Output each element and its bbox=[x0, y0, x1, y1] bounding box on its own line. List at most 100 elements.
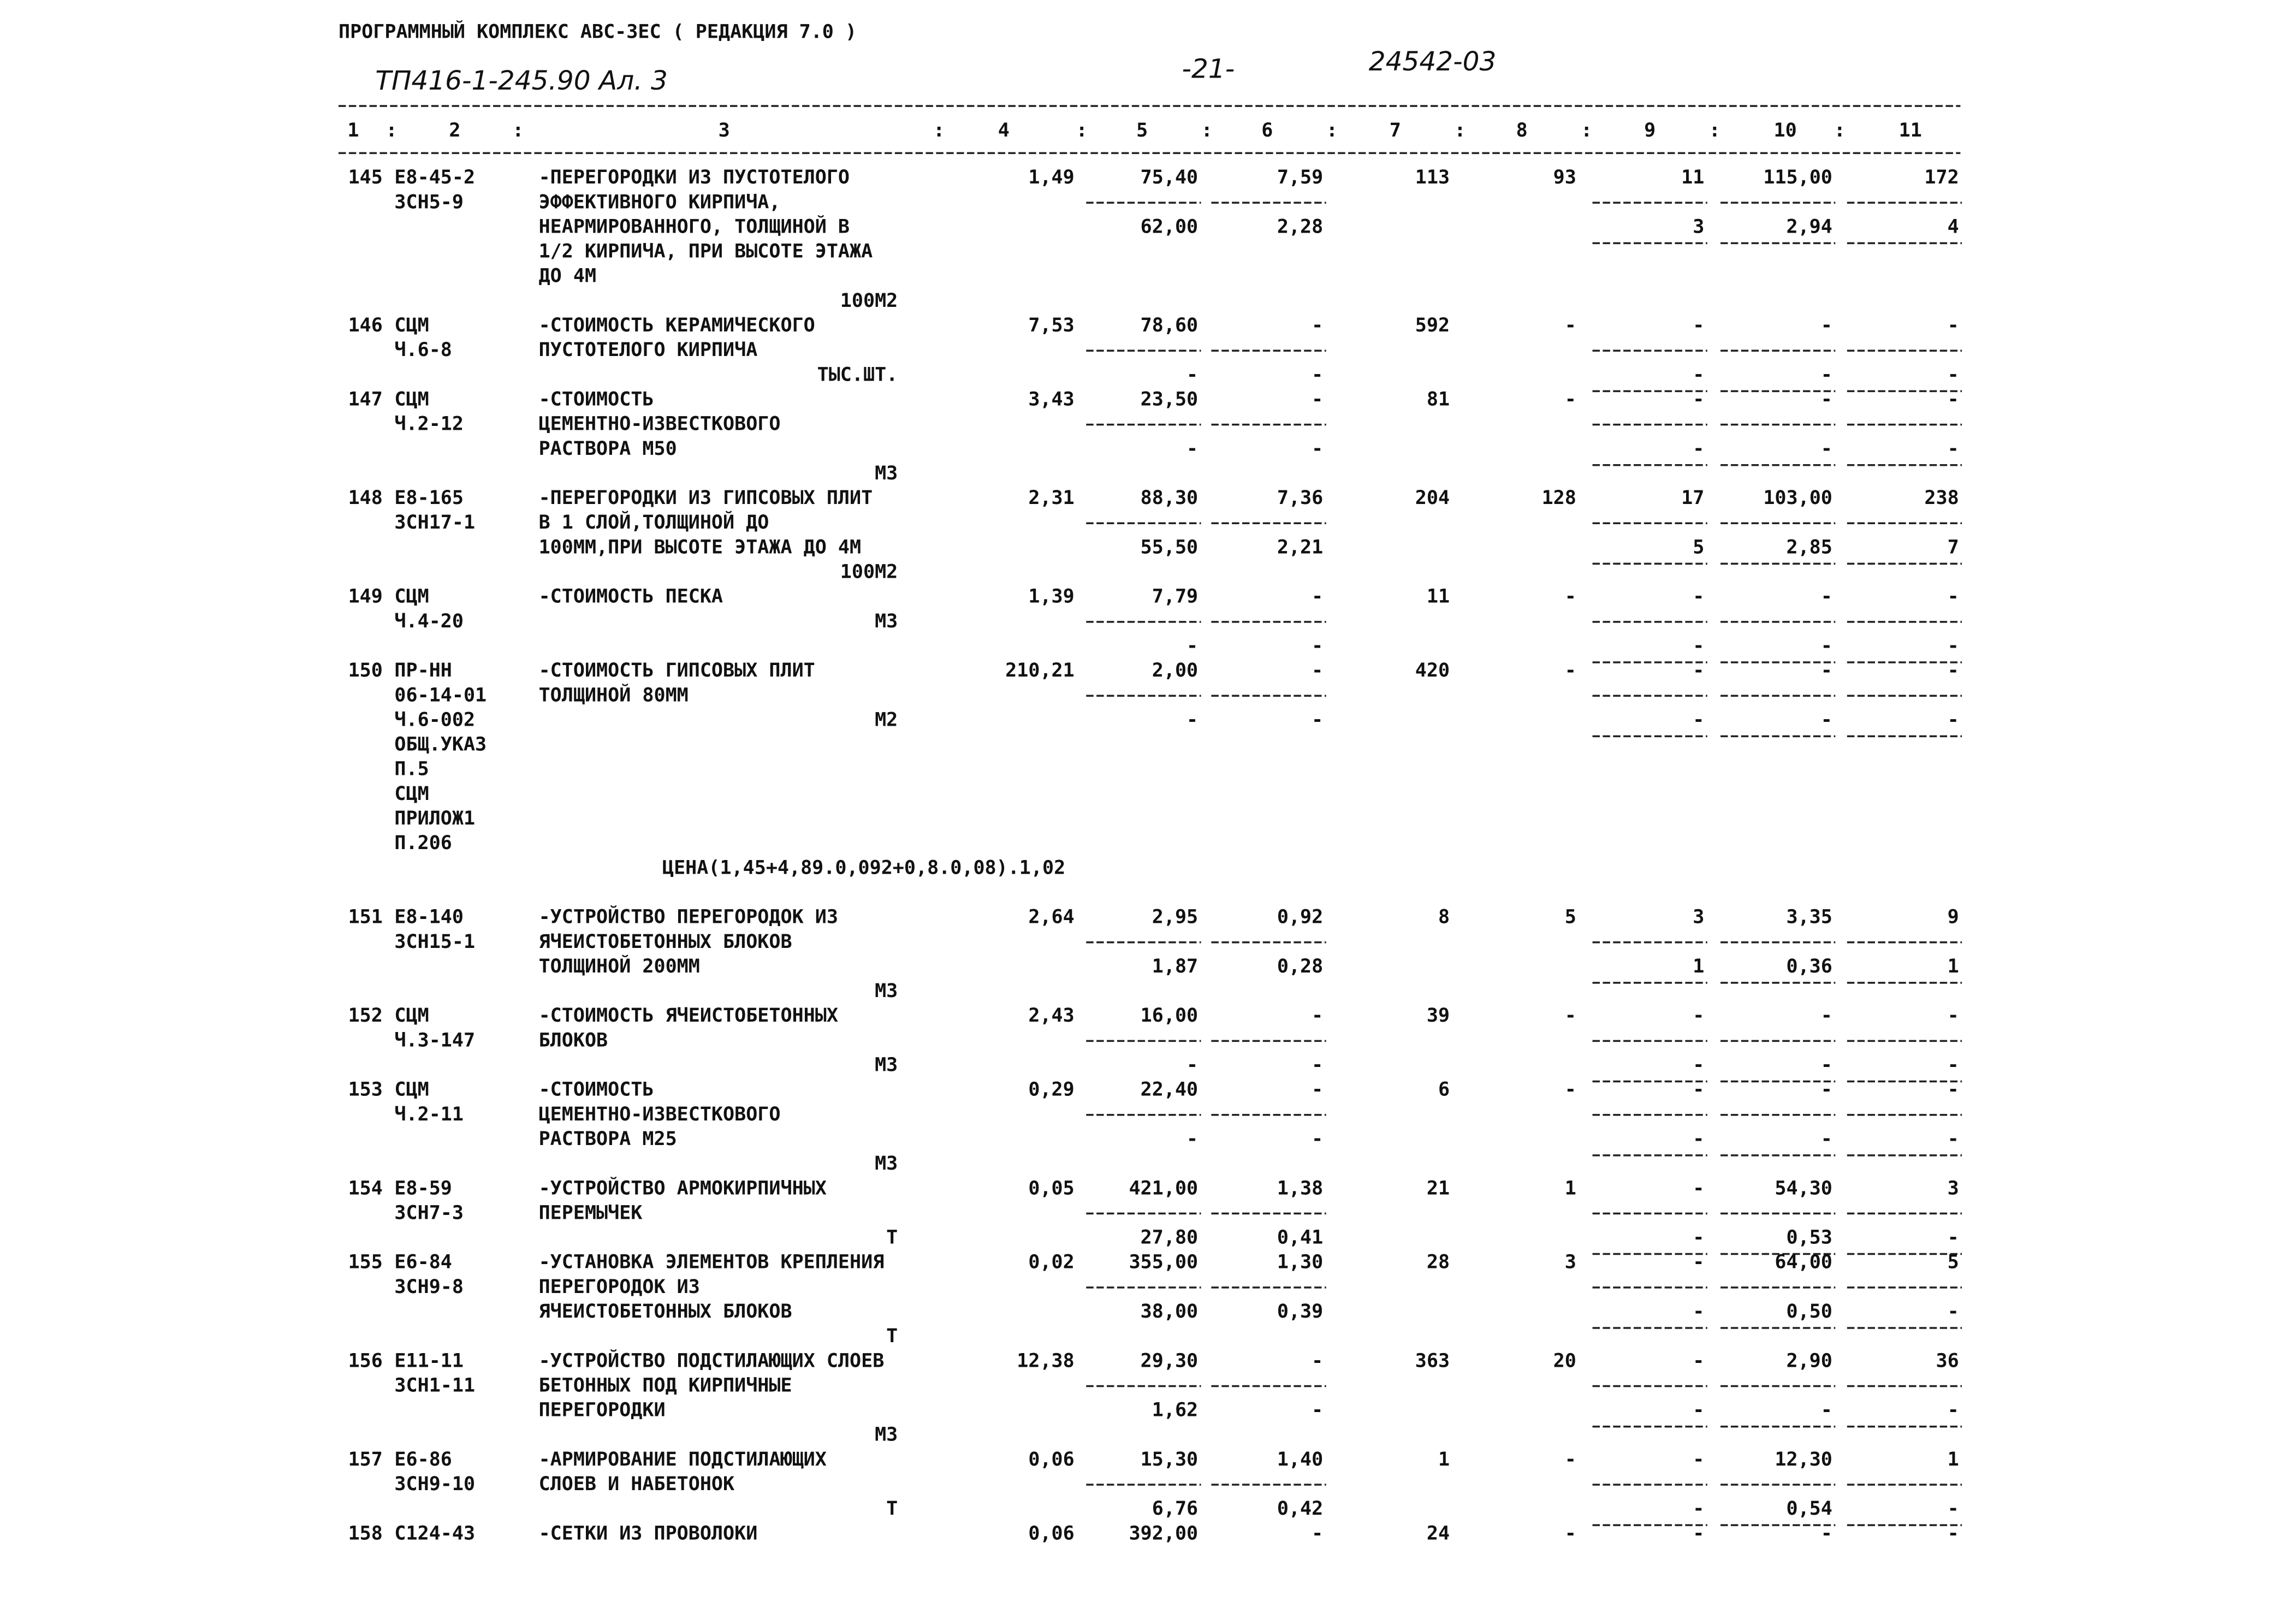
value-second: - bbox=[1948, 634, 1959, 657]
value-second: - bbox=[1693, 634, 1704, 657]
value: 28 bbox=[1427, 1251, 1450, 1273]
column-header: 6 bbox=[1261, 119, 1273, 141]
value: 7,59 bbox=[1277, 166, 1323, 188]
code: 3СН15-1 bbox=[394, 930, 475, 953]
value: 22,40 bbox=[1141, 1078, 1198, 1101]
value: - bbox=[1312, 1349, 1323, 1372]
value-second: 0,39 bbox=[1277, 1300, 1323, 1323]
value-second: 1 bbox=[1948, 955, 1959, 977]
code: Е8-165 bbox=[394, 487, 464, 509]
value-second: - bbox=[1948, 363, 1959, 386]
column-header: 8 bbox=[1516, 119, 1528, 141]
value-second: - bbox=[1186, 363, 1198, 386]
row-number: 156 bbox=[348, 1349, 383, 1372]
value-second: - bbox=[1693, 1300, 1704, 1323]
value: 1,30 bbox=[1277, 1251, 1323, 1273]
value: 238 bbox=[1924, 487, 1959, 509]
value-second: - bbox=[1948, 1054, 1959, 1076]
row-number: 148 bbox=[348, 487, 383, 509]
value: - bbox=[1565, 659, 1576, 681]
code: 3СН9-10 bbox=[394, 1473, 475, 1495]
separator: : bbox=[933, 119, 945, 141]
value: - bbox=[1821, 585, 1832, 608]
description: -СЕТКИ ИЗ ПРОВОЛОКИ bbox=[539, 1522, 758, 1544]
description: -СТОИМОСТЬ ПЕСКА bbox=[539, 585, 723, 608]
value-second: - bbox=[1312, 1128, 1323, 1150]
code: 3СН7-3 bbox=[394, 1201, 464, 1224]
value-second: 2,28 bbox=[1277, 215, 1323, 238]
value: 0,92 bbox=[1277, 906, 1323, 928]
description: РАСТВОРА М25 bbox=[539, 1128, 677, 1150]
value: 3,35 bbox=[1787, 906, 1832, 928]
value: 2,00 bbox=[1152, 659, 1198, 681]
value: 0,05 bbox=[1028, 1177, 1074, 1199]
row-number: 151 bbox=[348, 906, 383, 928]
value-second: - bbox=[1312, 363, 1323, 386]
value: 54,30 bbox=[1775, 1177, 1832, 1199]
code: СЦМ bbox=[394, 388, 429, 410]
description: ЦЕМЕНТНО-ИЗВЕСТКОВОГО bbox=[539, 413, 781, 435]
code: Ч.2-11 bbox=[394, 1103, 464, 1125]
separator: : bbox=[1326, 119, 1338, 141]
value-second: - bbox=[1186, 437, 1198, 460]
description: 100ММ,ПРИ ВЫСОТЕ ЭТАЖА ДО 4М bbox=[539, 536, 862, 558]
description: -СТОИМОСТЬ bbox=[539, 388, 654, 410]
code: Ч.6-002 bbox=[394, 708, 475, 731]
value-second: 27,80 bbox=[1141, 1226, 1198, 1249]
description: -СТОИМОСТЬ bbox=[539, 1078, 654, 1101]
column-header: 11 bbox=[1899, 119, 1922, 141]
value: - bbox=[1948, 1522, 1959, 1544]
value: 115,00 bbox=[1763, 166, 1832, 188]
description: ПУСТОТЕЛОГО КИРПИЧА bbox=[539, 339, 758, 361]
separator: : bbox=[1076, 119, 1088, 141]
code: ПР-НН bbox=[394, 659, 452, 681]
value: 7,36 bbox=[1277, 487, 1323, 509]
value: 81 bbox=[1427, 388, 1450, 410]
value: 3 bbox=[1948, 1177, 1959, 1199]
code: СЦМ bbox=[394, 314, 429, 336]
value: 113 bbox=[1415, 166, 1450, 188]
row-number: 149 bbox=[348, 585, 383, 608]
row-number: 146 bbox=[348, 314, 383, 336]
row-number: 155 bbox=[348, 1251, 383, 1273]
description: РАСТВОРА М50 bbox=[539, 437, 677, 460]
value: - bbox=[1821, 1078, 1832, 1101]
description: ЯЧЕИСТОБЕТОННЫХ БЛОКОВ bbox=[539, 930, 792, 953]
code: Е8-45-2 bbox=[394, 166, 475, 188]
value: - bbox=[1948, 585, 1959, 608]
value: 16,00 bbox=[1141, 1004, 1198, 1027]
value: 421,00 bbox=[1129, 1177, 1199, 1199]
description: БЕТОННЫХ ПОД КИРПИЧНЫЕ bbox=[539, 1374, 792, 1396]
value: - bbox=[1312, 585, 1323, 608]
value: 75,40 bbox=[1141, 166, 1198, 188]
value: - bbox=[1693, 659, 1704, 681]
value: - bbox=[1948, 314, 1959, 336]
value: 3 bbox=[1565, 1251, 1576, 1273]
code: СЦМ bbox=[394, 1004, 429, 1027]
value: - bbox=[1565, 1078, 1576, 1101]
value: 2,95 bbox=[1152, 906, 1198, 928]
description: -СТОИМОСТЬ КЕРАМИЧЕСКОГО bbox=[539, 314, 815, 336]
description: ПЕРЕМЫЧЕК bbox=[539, 1201, 643, 1224]
value: 1 bbox=[1565, 1177, 1576, 1199]
value: 0,06 bbox=[1028, 1448, 1074, 1470]
value-second: 2,94 bbox=[1787, 215, 1832, 238]
value-second: 62,00 bbox=[1141, 215, 1198, 238]
description: ДО 4М bbox=[539, 265, 596, 287]
unit: Т bbox=[886, 1497, 898, 1520]
code: 3СН9-8 bbox=[394, 1276, 464, 1298]
page-number: -21- bbox=[1182, 54, 1235, 84]
value-second: 2,21 bbox=[1277, 536, 1323, 558]
value-second: 1,62 bbox=[1152, 1399, 1198, 1421]
value-second: 0,42 bbox=[1277, 1497, 1323, 1520]
unit: 100М2 bbox=[840, 561, 898, 583]
value: 36 bbox=[1936, 1349, 1959, 1372]
value: - bbox=[1565, 1448, 1576, 1470]
unit: Т bbox=[886, 1226, 898, 1249]
unit: М3 bbox=[875, 610, 898, 632]
value: 88,30 bbox=[1141, 487, 1198, 509]
description: -УСТАНОВКА ЭЛЕМЕНТОВ КРЕПЛЕНИЯ bbox=[539, 1251, 885, 1273]
column-header: 4 bbox=[998, 119, 1010, 141]
value: - bbox=[1821, 1004, 1832, 1027]
value: 23,50 bbox=[1141, 388, 1198, 410]
